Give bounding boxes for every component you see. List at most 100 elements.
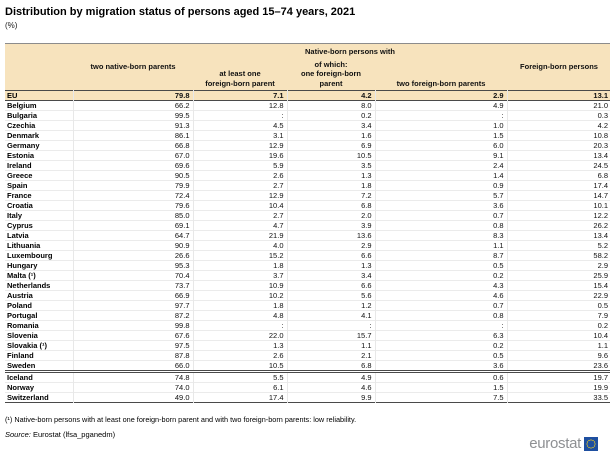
value-cell: 10.5 [286, 150, 375, 161]
country-cell: Ireland [7, 161, 32, 171]
country-cell: Belgium [7, 101, 37, 111]
value-cell: 10.4 [192, 200, 287, 211]
value-cell: 97.5 [72, 340, 193, 351]
value-cell: 2.6 [192, 170, 287, 181]
value-cell: 10.1 [506, 200, 610, 211]
value-cell: 87.2 [72, 310, 193, 321]
value-cell: 10.8 [506, 130, 610, 141]
value-cell: 4.7 [192, 220, 287, 231]
value-cell: 22.9 [506, 290, 610, 301]
value-cell: 2.4 [374, 160, 508, 171]
eurostat-logo-text: eurostat [529, 435, 581, 452]
table-row: Slovakia (¹) 97.5 1.3 1.1 0.2 1.1 [5, 340, 610, 351]
value-cell: 5.5 [192, 371, 287, 383]
table-row: Bulgaria 99.5:0.2:0.3 [5, 110, 610, 121]
source-line: Source: Eurostat (lfsa_pganedm) [5, 430, 606, 439]
value-cell: 95.3 [72, 260, 193, 271]
source-text: Eurostat (lfsa_pganedm) [32, 430, 116, 440]
value-cell: 13.1 [506, 90, 610, 101]
value-cell: 6.1 [192, 382, 287, 393]
value-cell: 66.2 [72, 100, 193, 111]
value-cell: 74.0 [72, 382, 193, 393]
country-cell: Spain [7, 181, 28, 191]
table-body: EU 79.8 7.1 4.2 2.9 13.1 Belgium 66.2 12.8 8.0 4.9… [5, 90, 610, 403]
value-cell: 72.4 [72, 190, 193, 201]
country-cell: Norway [7, 383, 35, 393]
table-row: Portugal 87.2 4.8 4.1 0.8 7.9 [5, 310, 610, 321]
page-title: Distribution by migration status of pers… [5, 6, 356, 18]
value-cell: 8.0 [286, 100, 375, 111]
country-cell: Lithuania [7, 241, 41, 251]
value-cell: 79.6 [72, 200, 193, 211]
country-cell: Poland [7, 301, 33, 311]
value-cell: 17.4 [506, 180, 610, 191]
table-row: Romania 99.8:::0.2 [5, 320, 610, 331]
col-header-two-native-born-parents: two native-born parents [73, 43, 193, 91]
value-cell: 3.6 [374, 360, 508, 372]
country-cell: Romania [7, 321, 39, 331]
value-cell: 4.6 [374, 290, 508, 301]
value-cell: 1.5 [374, 130, 508, 141]
value-cell: 7.2 [286, 190, 375, 201]
value-cell: 7.5 [374, 392, 508, 403]
value-cell: 3.1 [192, 130, 287, 141]
value-cell: 9.1 [374, 150, 508, 161]
eurostat-logo: eurostat [529, 435, 598, 452]
value-cell: 6.0 [374, 140, 508, 151]
value-cell: 0.3 [506, 110, 610, 121]
value-cell: 8.3 [374, 230, 508, 241]
value-cell: 3.9 [286, 220, 375, 231]
value-cell: 66.8 [72, 140, 193, 151]
value-cell: 25.9 [506, 270, 610, 281]
table-row: Latvia 64.7 21.9 13.6 8.3 13.4 [5, 230, 610, 241]
value-cell: 13.6 [286, 230, 375, 241]
value-cell: 1.2 [286, 300, 375, 311]
table-row: Czechia 91.3 4.5 3.4 1.0 4.2 [5, 120, 610, 131]
value-cell: 66.0 [72, 360, 193, 372]
value-cell: 90.9 [72, 240, 193, 251]
value-cell: 85.0 [72, 210, 193, 221]
country-cell: Italy [7, 211, 23, 221]
value-cell: 10.2 [192, 290, 287, 301]
country-cell: EU [7, 91, 18, 101]
value-cell: 4.9 [286, 371, 375, 383]
value-cell: 3.7 [192, 270, 287, 281]
value-cell: 9.6 [506, 350, 610, 361]
report-page: Distribution by migration status of pers… [5, 6, 610, 439]
value-cell: 67.6 [72, 330, 193, 341]
value-cell: 1.1 [506, 340, 610, 351]
value-cell: 1.8 [192, 300, 287, 311]
country-cell: Greece [7, 171, 33, 181]
value-cell: 5.6 [286, 290, 375, 301]
value-cell: 87.8 [72, 350, 193, 361]
value-cell: 13.4 [506, 230, 610, 241]
country-cell: Croatia [7, 201, 33, 211]
value-cell: 6.9 [286, 140, 375, 151]
country-cell: Cyprus [7, 221, 33, 231]
value-cell: 14.7 [506, 190, 610, 201]
value-cell: 4.2 [286, 90, 375, 101]
table-row: Denmark 86.1 3.1 1.6 1.5 10.8 [5, 130, 610, 141]
unit-label: (%) [5, 21, 18, 30]
value-cell: 0.2 [374, 340, 508, 351]
col-group-native-born-persons-with: Native-born persons with [193, 43, 508, 59]
value-cell: 20.3 [506, 140, 610, 151]
value-cell: 4.0 [192, 240, 287, 251]
table-row: Spain 79.9 2.7 1.8 0.9 17.4 [5, 180, 610, 191]
table-row: France 72.4 12.9 7.2 5.7 14.7 [5, 190, 610, 201]
value-cell: 2.9 [286, 240, 375, 251]
source-label: Source: [5, 430, 31, 440]
value-cell: 1.0 [374, 120, 508, 131]
value-cell: 0.8 [374, 310, 508, 321]
value-cell: 4.9 [374, 100, 508, 111]
value-cell: 0.2 [506, 320, 610, 331]
value-cell: 2.9 [506, 260, 610, 271]
table-row: Lithuania 90.9 4.0 2.9 1.1 5.2 [5, 240, 610, 251]
value-cell: 8.7 [374, 250, 508, 261]
table-row: Malta (¹) 70.4 3.7 3.4 0.2 25.9 [5, 270, 610, 281]
table-row: Finland 87.8 2.6 2.1 0.5 9.6 [5, 350, 610, 361]
col-header-of-which-one-foreign-born-parent: of which: one foreign-born parent [287, 59, 375, 91]
value-cell: 69.1 [72, 220, 193, 231]
value-cell: 0.9 [374, 180, 508, 191]
value-cell: 15.7 [286, 330, 375, 341]
